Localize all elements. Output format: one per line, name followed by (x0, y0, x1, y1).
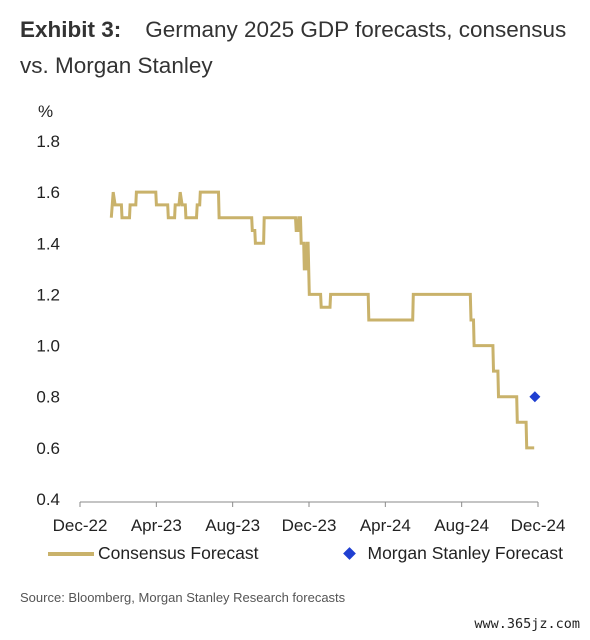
y-tick-label: 1.2 (36, 285, 60, 304)
y-tick-label: 0.6 (36, 439, 60, 458)
exhibit-label: Exhibit 3: (20, 17, 122, 42)
legend-line-swatch (48, 551, 94, 556)
x-tick-label: Aug-24 (434, 516, 489, 535)
legend-item-morgan-stanley: Morgan Stanley Forecast (259, 543, 564, 564)
chart-title: Exhibit 3: Germany 2025 GDP forecasts, co… (20, 12, 580, 84)
gdp-forecast-chart: % 0.4 0.6 0.8 1.0 1.2 1.4 1.6 1.8 Dec-22 Apr-23 Aug… (36, 102, 566, 535)
legend-label-morgan-stanley: Morgan Stanley Forecast (367, 543, 564, 563)
y-tick-label: 0.8 (36, 388, 60, 407)
x-tick-label: Dec-23 (282, 516, 337, 535)
legend-diamond-swatch (342, 547, 356, 560)
data-point-morgan-stanley (529, 391, 541, 403)
y-tick-label: 1.8 (36, 132, 60, 151)
x-tick-label: Dec-24 (511, 516, 566, 535)
y-axis-unit-label: % (38, 102, 53, 121)
y-tick-label: 1.0 (36, 337, 60, 356)
x-tick-label: Apr-23 (131, 516, 182, 535)
y-tick-label: 1.6 (36, 183, 60, 202)
watermark: www.365jz.com (474, 616, 580, 632)
y-tick-label: 0.4 (36, 490, 60, 509)
x-tick-label: Apr-24 (360, 516, 411, 535)
x-tick-label: Dec-22 (53, 516, 108, 535)
series-line-consensus (109, 190, 535, 450)
x-tick-label: Aug-23 (205, 516, 260, 535)
legend-item-consensus: Consensus Forecast (48, 543, 259, 564)
legend-label-consensus: Consensus Forecast (98, 543, 259, 563)
source-note: Source: Bloomberg, Morgan Stanley Resear… (20, 590, 346, 605)
title-text: Germany 2025 GDP forecasts, consensus vs… (20, 17, 567, 78)
y-tick-label: 1.4 (36, 234, 60, 253)
chart-legend: Consensus Forecast Morgan Stanley Foreca… (48, 543, 563, 564)
